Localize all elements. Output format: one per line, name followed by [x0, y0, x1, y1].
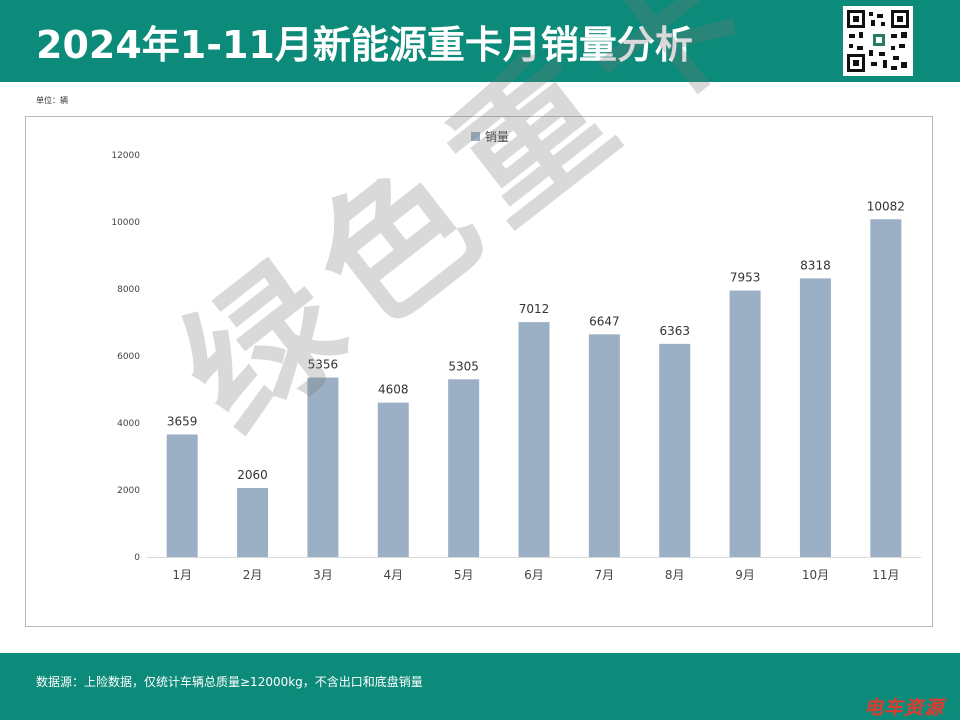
data-source-note: 数据源：上险数据，仅统计车辆总质量≥12000kg，不含出口和底盘销量	[36, 675, 423, 689]
bar	[799, 278, 831, 557]
bar	[518, 322, 550, 557]
qr-code-icon	[843, 6, 913, 76]
data-label: 10082	[867, 199, 905, 213]
bar	[307, 377, 339, 557]
x-tick-label: 11月	[872, 568, 899, 582]
data-label: 6647	[589, 314, 620, 328]
x-tick-label: 4月	[383, 568, 403, 582]
y-tick-label: 12000	[111, 151, 140, 161]
data-label: 2060	[237, 468, 268, 482]
legend-label: 销量	[485, 130, 509, 144]
bar	[729, 290, 761, 557]
bar-chart: 0 2000 4000 6000 8000 10000 12000 销量 3659 1月 2060 2…	[111, 130, 921, 582]
legend-swatch	[471, 132, 480, 141]
title-banner: 2024年1-11月新能源重卡月销量分析	[0, 0, 960, 82]
data-label: 8318	[800, 258, 831, 272]
unit-label: 单位：辆	[36, 96, 68, 105]
data-label: 5356	[308, 358, 339, 372]
bar	[588, 334, 620, 557]
bar	[377, 402, 409, 557]
data-label: 7953	[730, 271, 761, 285]
x-tick-label: 10月	[802, 568, 829, 582]
y-tick-label: 10000	[111, 218, 140, 228]
x-tick-label: 2月	[243, 568, 263, 582]
x-tick-label: 9月	[735, 568, 755, 582]
x-tick-label: 5月	[454, 568, 474, 582]
bar	[237, 487, 269, 557]
brand-logo: 电车资源	[863, 697, 944, 719]
footer-banner: 数据源：上险数据，仅统计车辆总质量≥12000kg，不含出口和底盘销量 电车资源	[0, 653, 960, 720]
x-tick-label: 7月	[595, 568, 615, 582]
chart-area: 0 2000 4000 6000 8000 10000 12000 销量 3659 1月 2060 2…	[25, 116, 933, 627]
x-tick-label: 6月	[524, 568, 544, 582]
bar	[870, 219, 902, 557]
y-tick-label: 2000	[117, 486, 140, 496]
y-tick-label: 0	[134, 553, 140, 563]
x-tick-label: 1月	[172, 568, 192, 582]
y-tick-label: 4000	[117, 419, 140, 429]
bar	[448, 379, 480, 557]
data-label: 7012	[519, 302, 550, 316]
data-label: 5305	[448, 359, 479, 373]
x-tick-label: 8月	[665, 568, 685, 582]
bar	[166, 434, 198, 557]
bar	[659, 343, 691, 557]
data-label: 4608	[378, 383, 409, 397]
data-label: 6363	[659, 324, 690, 338]
y-tick-label: 6000	[117, 352, 140, 362]
x-tick-label: 3月	[313, 568, 333, 582]
y-tick-label: 8000	[117, 285, 140, 295]
data-label: 3659	[167, 414, 198, 428]
page-title: 2024年1-11月新能源重卡月销量分析	[36, 23, 693, 67]
